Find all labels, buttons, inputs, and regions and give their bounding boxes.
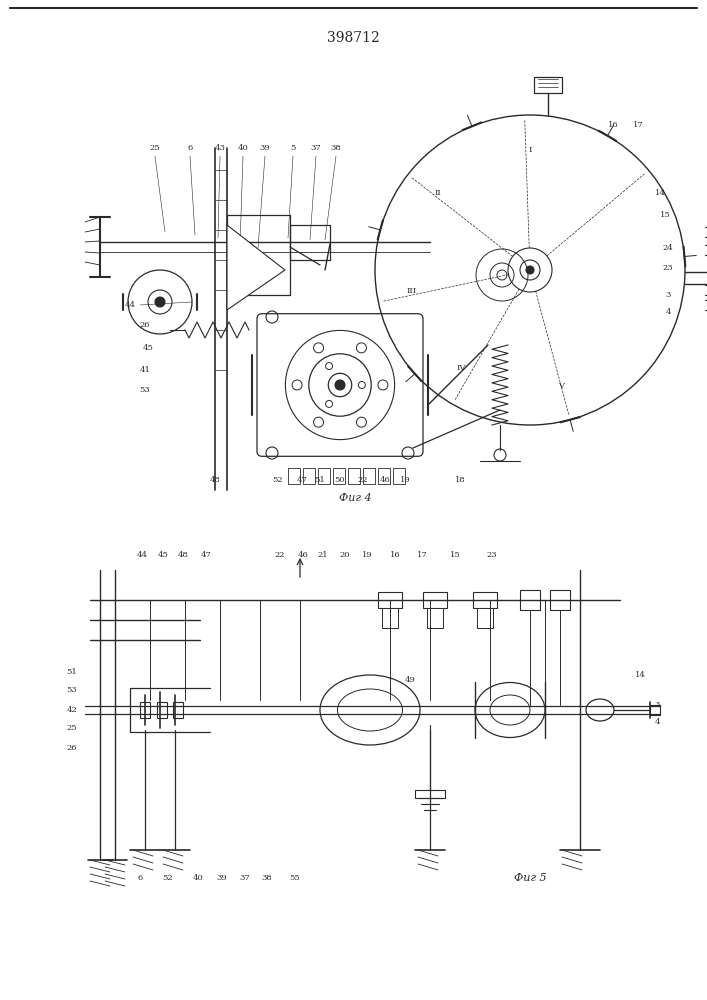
Ellipse shape	[475, 682, 545, 738]
Text: 38: 38	[262, 874, 272, 882]
Bar	[173, 702, 183, 718]
Text: 15: 15	[660, 211, 670, 219]
Text: III: III	[407, 287, 417, 295]
Text: IV: IV	[457, 364, 466, 372]
Text: 15: 15	[450, 551, 460, 559]
Text: 23: 23	[486, 551, 497, 559]
Text: 19: 19	[361, 551, 373, 559]
Text: 22: 22	[275, 551, 285, 559]
Text: 48: 48	[209, 476, 221, 484]
Text: 50: 50	[334, 476, 345, 484]
Text: 16: 16	[390, 551, 400, 559]
Bar	[415, 790, 445, 798]
Text: 26: 26	[66, 744, 77, 752]
Text: 39: 39	[216, 874, 228, 882]
Text: 47: 47	[201, 551, 211, 559]
Text: 51: 51	[315, 476, 325, 484]
Text: 45: 45	[158, 551, 168, 559]
Text: 51: 51	[66, 668, 77, 676]
Bar	[423, 592, 447, 608]
Text: 16: 16	[608, 121, 619, 129]
Text: 398712: 398712	[327, 31, 380, 45]
Text: 53: 53	[66, 686, 77, 694]
Text: 18: 18	[455, 476, 465, 484]
Text: 3: 3	[665, 291, 671, 299]
Bar	[378, 468, 390, 484]
Circle shape	[335, 380, 345, 390]
Bar	[157, 702, 167, 718]
Text: 25: 25	[66, 724, 77, 732]
Bar	[318, 468, 330, 484]
Text: 40: 40	[192, 874, 204, 882]
Text: 23: 23	[662, 264, 673, 272]
Text: 26: 26	[140, 321, 151, 329]
Text: 14: 14	[635, 671, 645, 679]
Text: 38: 38	[331, 144, 341, 152]
Bar	[333, 468, 345, 484]
Text: 40: 40	[238, 144, 248, 152]
Bar	[393, 468, 405, 484]
Ellipse shape	[337, 689, 402, 731]
Text: 44: 44	[124, 301, 136, 309]
Text: 44: 44	[136, 551, 148, 559]
Text: 25: 25	[150, 144, 160, 152]
Bar	[378, 592, 402, 608]
Text: Фиг 4: Фиг 4	[339, 493, 371, 503]
Bar	[303, 468, 315, 484]
Text: 46: 46	[380, 476, 390, 484]
Bar	[650, 705, 660, 715]
Text: I: I	[528, 146, 532, 154]
Ellipse shape	[586, 699, 614, 721]
Bar	[348, 468, 360, 484]
Bar	[550, 590, 570, 610]
Text: 24: 24	[662, 244, 673, 252]
Bar	[520, 590, 540, 610]
Text: Фиг 5: Фиг 5	[514, 873, 547, 883]
Text: 6: 6	[187, 144, 192, 152]
Text: 17: 17	[633, 121, 643, 129]
Ellipse shape	[320, 675, 420, 745]
Text: 55: 55	[290, 874, 300, 882]
Text: 5: 5	[291, 144, 296, 152]
Text: 14: 14	[655, 189, 665, 197]
Text: 53: 53	[139, 386, 151, 394]
Bar	[140, 702, 150, 718]
Text: 47: 47	[296, 476, 308, 484]
Bar	[427, 608, 443, 628]
Bar	[363, 468, 375, 484]
Bar	[477, 608, 493, 628]
Text: 46: 46	[298, 551, 308, 559]
Text: 52: 52	[273, 476, 284, 484]
FancyBboxPatch shape	[257, 314, 423, 456]
Bar	[534, 77, 562, 93]
Text: 45: 45	[143, 344, 153, 352]
Text: II: II	[435, 189, 441, 197]
Text: 43: 43	[214, 144, 226, 152]
Bar	[473, 592, 497, 608]
Text: 17: 17	[416, 551, 427, 559]
Circle shape	[526, 266, 534, 274]
Text: 4: 4	[665, 308, 671, 316]
Text: 41: 41	[139, 366, 151, 374]
Text: 37: 37	[310, 144, 322, 152]
Bar	[382, 608, 398, 628]
Text: 4: 4	[654, 718, 660, 726]
Text: 48: 48	[177, 551, 189, 559]
Text: 20: 20	[340, 551, 350, 559]
Text: 6: 6	[137, 874, 143, 882]
Text: 37: 37	[240, 874, 250, 882]
Text: 39: 39	[259, 144, 270, 152]
Bar	[288, 468, 300, 484]
Text: 3: 3	[654, 701, 660, 709]
Text: V: V	[558, 382, 564, 390]
Text: 42: 42	[66, 706, 77, 714]
Text: 19: 19	[399, 476, 410, 484]
Text: 21: 21	[317, 551, 328, 559]
Polygon shape	[227, 225, 285, 310]
Circle shape	[155, 297, 165, 307]
Text: 52: 52	[163, 874, 173, 882]
Text: 22: 22	[358, 476, 368, 484]
Ellipse shape	[490, 695, 530, 725]
Text: 49: 49	[404, 676, 416, 684]
